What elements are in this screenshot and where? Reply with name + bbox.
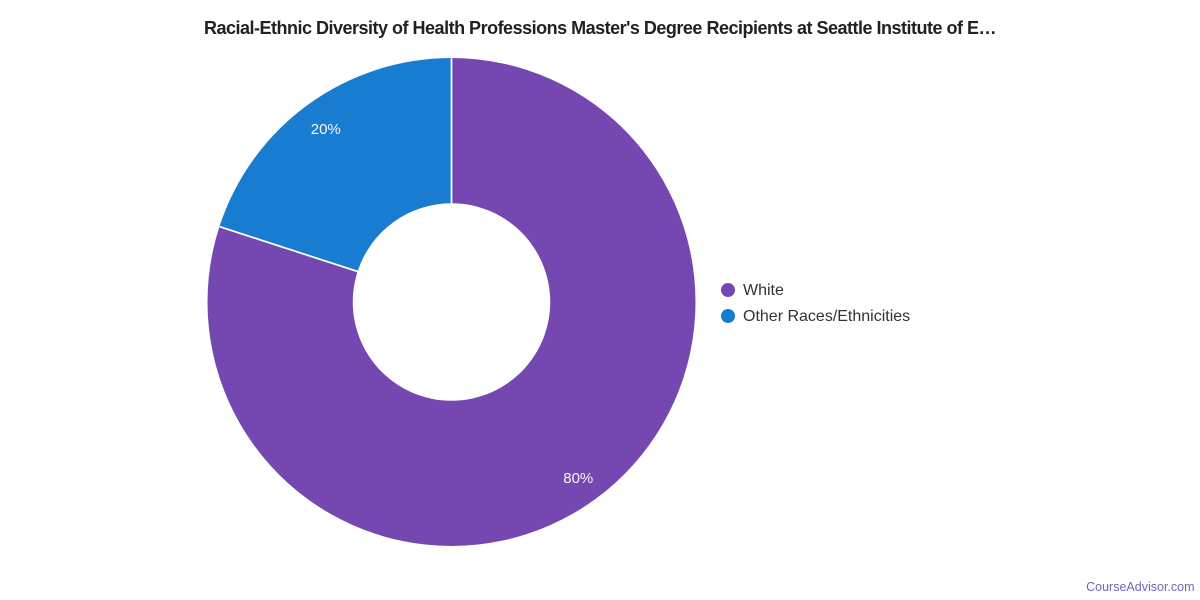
svg-text:20%: 20% [311,121,341,138]
svg-text:80%: 80% [563,470,593,487]
